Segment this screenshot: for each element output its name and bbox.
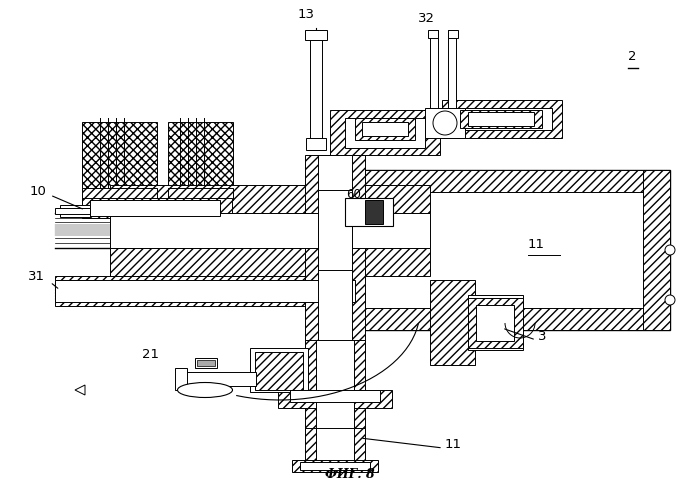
Bar — [345, 118, 425, 148]
Bar — [168, 122, 233, 190]
Bar — [452, 108, 552, 130]
Bar — [306, 138, 326, 150]
Text: 13: 13 — [298, 8, 315, 21]
Bar — [82, 122, 157, 190]
Bar — [168, 188, 233, 200]
Bar — [468, 298, 523, 348]
Bar — [430, 30, 438, 130]
Text: 32: 32 — [418, 12, 435, 25]
Bar — [305, 340, 365, 430]
Bar — [365, 200, 383, 224]
Text: 3: 3 — [538, 330, 547, 343]
Bar — [255, 352, 303, 390]
Text: 21: 21 — [142, 348, 159, 361]
Bar — [430, 280, 475, 365]
Bar — [110, 185, 430, 213]
Bar — [425, 108, 465, 138]
Text: 10: 10 — [30, 185, 47, 198]
Polygon shape — [75, 385, 85, 395]
Bar — [316, 428, 354, 466]
Bar — [338, 170, 670, 330]
Bar — [448, 30, 456, 130]
Bar — [318, 155, 352, 360]
Bar — [292, 460, 378, 472]
Bar — [60, 205, 90, 217]
Bar — [330, 110, 440, 155]
Bar — [195, 358, 217, 368]
Bar — [345, 198, 393, 226]
Bar — [82, 188, 157, 200]
Bar — [305, 428, 365, 470]
Bar — [362, 122, 408, 136]
Bar — [428, 30, 438, 38]
Text: 11: 11 — [528, 238, 545, 251]
Bar — [197, 360, 215, 366]
Bar — [468, 112, 534, 126]
Bar — [355, 118, 415, 140]
Bar — [338, 308, 670, 330]
Bar — [178, 372, 256, 386]
Bar — [305, 155, 365, 360]
Bar — [310, 30, 322, 145]
Circle shape — [665, 295, 675, 305]
Bar — [250, 348, 308, 392]
Circle shape — [665, 245, 675, 255]
Bar — [643, 170, 670, 330]
Bar — [442, 100, 562, 138]
Bar — [290, 390, 380, 402]
Text: 11: 11 — [445, 438, 462, 451]
Bar — [55, 276, 355, 306]
Bar — [110, 213, 430, 248]
Text: 60: 60 — [346, 188, 361, 201]
Bar — [305, 30, 327, 40]
Bar — [278, 390, 392, 408]
Bar — [316, 340, 354, 430]
Bar — [175, 368, 187, 390]
Bar — [460, 110, 542, 128]
Text: ФИГ. 8: ФИГ. 8 — [325, 468, 375, 481]
Bar — [300, 462, 370, 470]
Bar — [90, 200, 220, 216]
Ellipse shape — [178, 383, 233, 398]
Text: 2: 2 — [628, 50, 637, 63]
Bar — [55, 208, 90, 214]
Bar — [110, 248, 430, 276]
Bar — [476, 305, 514, 341]
Bar — [55, 280, 355, 302]
Bar — [82, 198, 232, 218]
Bar — [448, 30, 458, 38]
Text: 31: 31 — [28, 270, 45, 283]
Bar — [338, 170, 670, 192]
Circle shape — [433, 111, 457, 135]
Bar — [318, 190, 352, 270]
Bar — [468, 295, 523, 350]
